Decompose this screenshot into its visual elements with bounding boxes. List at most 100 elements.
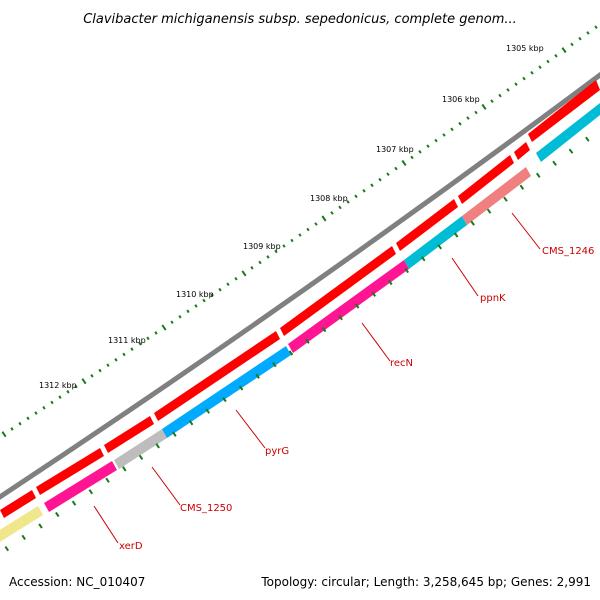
inner-tick <box>338 315 343 321</box>
inner-tick <box>453 232 459 238</box>
inner-tick <box>503 196 508 202</box>
inner-tick <box>55 511 60 518</box>
inner-tick <box>354 303 360 309</box>
inner-tick <box>188 420 194 426</box>
ruler-minor-tick <box>90 374 94 378</box>
ruler-major-tick <box>561 47 567 54</box>
gene-block <box>514 142 530 160</box>
backbone-arc <box>0 71 600 500</box>
ruler-minor-tick <box>474 110 478 115</box>
gene-block <box>154 331 280 421</box>
inner-tick <box>21 534 26 540</box>
forward-strand-genes <box>0 80 600 518</box>
ruler-minor-tick <box>234 277 238 281</box>
ruler-minor-tick <box>522 76 526 81</box>
ruler-minor-tick <box>394 166 398 171</box>
ruler-minor-tick <box>298 233 302 237</box>
gene-block <box>104 416 154 453</box>
ruler-major-tick <box>401 159 407 166</box>
ruler-minor-tick <box>346 200 350 204</box>
inner-ticks <box>4 136 590 552</box>
gene-block <box>280 246 396 336</box>
inner-tick <box>105 477 110 483</box>
ruler-minor-tick <box>386 172 390 176</box>
inner-tick <box>71 500 77 506</box>
inner-tick <box>238 385 244 391</box>
ruler-minor-tick <box>458 121 462 126</box>
ruler-minor-tick <box>338 205 342 210</box>
ruler-minor-tick <box>226 282 230 287</box>
gene-block <box>0 490 36 518</box>
inner-tick <box>255 373 260 379</box>
gene-block-CMS_1246 <box>462 167 531 225</box>
ruler-minor-tick <box>250 266 254 270</box>
inner-tick <box>272 362 277 368</box>
accession-text: Accession: NC_010407 <box>9 575 145 589</box>
ruler-minor-tick <box>466 116 470 120</box>
ruler-minor-tick <box>202 298 206 303</box>
gene-block-pyrG <box>162 346 291 438</box>
ruler-minor-tick <box>594 25 598 30</box>
ruler-minor-tick <box>274 249 278 254</box>
ruler-minor-tick <box>178 315 182 319</box>
tick-label-1311: 1311 kbp <box>108 336 146 345</box>
gene-label-CMS_1246: CMS_1246 <box>542 246 594 257</box>
ruler-major-tick <box>161 324 167 331</box>
ruler-minor-tick <box>362 189 366 193</box>
ruler-minor-tick <box>426 144 430 148</box>
inner-tick <box>552 160 557 166</box>
inner-tick <box>205 408 211 414</box>
gene-block <box>36 448 104 495</box>
ruler-minor-tick <box>570 42 574 47</box>
ruler-minor-tick <box>186 309 190 314</box>
ruler-minor-tick <box>506 88 510 92</box>
ruler-major-tick <box>81 378 87 385</box>
ruler-major-tick <box>481 103 487 110</box>
inner-tick <box>535 172 541 178</box>
ruler-minor-tick <box>578 36 582 41</box>
ruler-minor-tick <box>266 255 270 259</box>
gene-block-ppnK <box>404 216 467 269</box>
ruler-minor-tick <box>442 133 446 137</box>
gene-block <box>458 155 514 204</box>
ruler-minor-tick <box>498 93 502 98</box>
inner-tick <box>321 326 327 333</box>
ruler-major-tick <box>321 215 327 222</box>
inner-tick <box>138 454 144 460</box>
inner-tick <box>404 268 410 274</box>
ruler-minor-tick <box>146 336 150 341</box>
gene-block-xerD <box>44 461 117 512</box>
ruler-minor-tick <box>106 363 110 367</box>
inner-tick <box>470 220 475 226</box>
gene-label-recN: recN <box>390 358 413 369</box>
ruler-minor-tick <box>114 358 118 362</box>
ruler-minor-tick <box>378 177 382 182</box>
tick-label-1309: 1309 kbp <box>243 242 281 251</box>
ruler-minor-tick <box>514 82 518 87</box>
gene-block <box>396 199 458 251</box>
ruler-minor-tick <box>210 293 214 297</box>
tick-label-1312: 1312 kbp <box>39 381 77 390</box>
gene-label-pyrG: pyrG <box>265 446 289 457</box>
gene-block-yellow <box>0 506 43 542</box>
ruler-minor-tick <box>330 211 334 215</box>
inner-tick <box>88 489 94 495</box>
ruler-minor-tick <box>98 368 102 373</box>
ruler-minor-tick <box>122 352 126 357</box>
inner-tick <box>371 291 377 297</box>
ruler-minor-tick <box>546 59 550 64</box>
ruler-minor-tick <box>58 395 62 399</box>
gene-block <box>528 80 600 142</box>
gene-label-ppnK: ppnK <box>480 293 506 304</box>
ruler-minor-tick <box>490 99 494 103</box>
ruler-minor-tick <box>530 71 534 75</box>
inner-tick <box>486 208 492 214</box>
genome-title: Clavibacter michiganensis subsp. sepedon… <box>83 12 517 27</box>
reverse-strand-genes <box>0 103 600 542</box>
inner-tick <box>172 431 177 437</box>
ruler-minor-tick <box>218 287 222 292</box>
inner-tick <box>437 244 443 250</box>
inner-tick <box>4 546 10 552</box>
ruler-major-tick <box>241 270 247 277</box>
